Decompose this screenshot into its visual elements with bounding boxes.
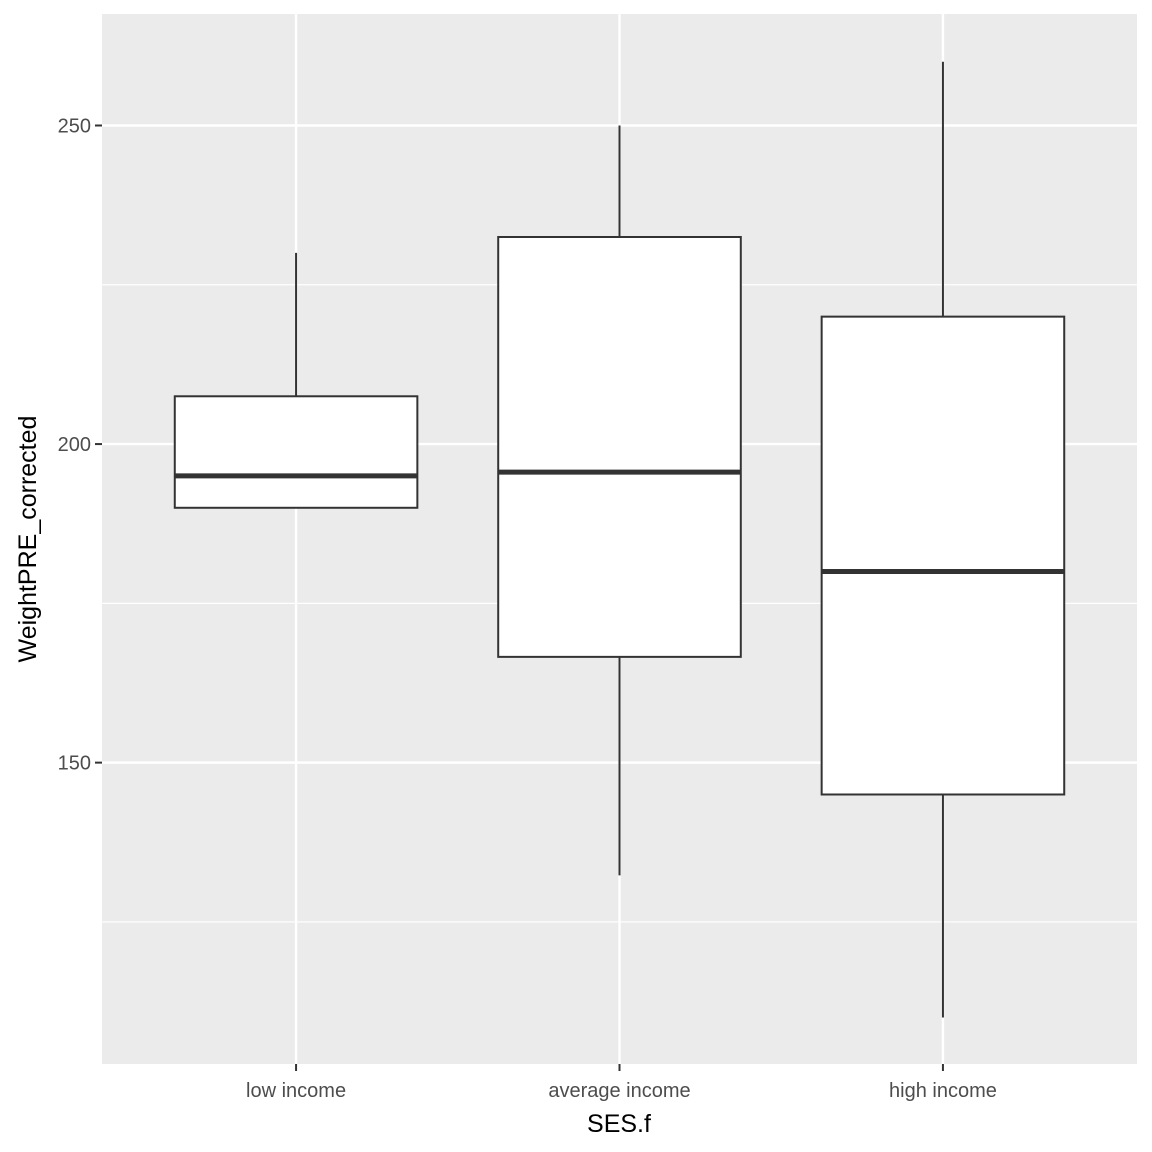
box	[820, 315, 1066, 796]
x-tick-label: low income	[246, 1080, 346, 1102]
y-axis-title: WeightPRE_corrected	[14, 416, 42, 663]
x-tick-label: average income	[548, 1080, 690, 1102]
x-tick-label: high income	[889, 1080, 997, 1102]
y-tick-label: 150	[58, 753, 91, 775]
box	[173, 395, 419, 509]
x-axis-title: SES.f	[587, 1110, 651, 1138]
y-tick-label: 200	[58, 434, 91, 456]
y-tick-label: 250	[58, 115, 91, 137]
box	[497, 235, 742, 658]
